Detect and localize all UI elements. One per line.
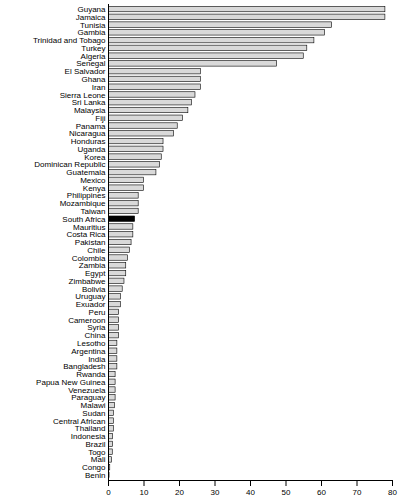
svg-text:Algeria: Algeria <box>80 51 106 61</box>
svg-text:Korea: Korea <box>84 152 106 162</box>
svg-text:Turkey: Turkey <box>81 43 106 53</box>
svg-text:50: 50 <box>282 488 291 497</box>
svg-text:Uruguay: Uruguay <box>75 292 106 302</box>
svg-text:Thailand: Thailand <box>74 424 106 434</box>
svg-text:Guatemala: Guatemala <box>66 168 106 178</box>
svg-text:Iran: Iran <box>91 82 106 92</box>
svg-text:60: 60 <box>317 488 326 497</box>
svg-text:Tunisia: Tunisia <box>80 20 106 30</box>
svg-text:India: India <box>88 354 106 364</box>
svg-text:El Salvador: El Salvador <box>64 67 106 77</box>
svg-text:10: 10 <box>140 488 149 497</box>
svg-text:Rwanda: Rwanda <box>76 370 106 380</box>
svg-text:Sudan: Sudan <box>82 408 106 418</box>
svg-text:Argentina: Argentina <box>71 346 106 356</box>
svg-text:Zambia: Zambia <box>78 261 106 271</box>
svg-text:Indonesia: Indonesia <box>70 432 106 442</box>
svg-text:Papua New Guinea: Papua New Guinea <box>36 377 106 387</box>
svg-text:Bangladesh: Bangladesh <box>63 362 106 372</box>
svg-text:Guyana: Guyana <box>77 5 106 15</box>
svg-text:Paraguay: Paraguay <box>71 393 106 403</box>
svg-text:Jamaica: Jamaica <box>75 12 106 22</box>
svg-text:Mexico: Mexico <box>80 175 106 185</box>
svg-text:Benin: Benin <box>85 471 105 480</box>
svg-text:Fiji: Fiji <box>95 113 106 123</box>
svg-text:Sierra Leone: Sierra Leone <box>59 90 106 100</box>
svg-text:70: 70 <box>353 488 362 497</box>
svg-text:Mauritius: Mauritius <box>73 222 106 232</box>
svg-text:Sri Lanka: Sri Lanka <box>71 98 106 108</box>
svg-text:Honduras: Honduras <box>70 137 106 147</box>
svg-text:Cameroon: Cameroon <box>68 315 106 325</box>
svg-text:Mali: Mali <box>90 455 106 465</box>
svg-text:Togo: Togo <box>88 447 106 457</box>
svg-text:20: 20 <box>175 488 184 497</box>
svg-text:Malawi: Malawi <box>80 401 106 411</box>
svg-text:Central African: Central African <box>53 416 106 426</box>
svg-text:Congo: Congo <box>81 463 106 473</box>
svg-text:Dominican Republic: Dominican Republic <box>34 160 106 170</box>
svg-text:China: China <box>84 331 106 341</box>
svg-text:80: 80 <box>388 488 397 497</box>
svg-text:Kenya: Kenya <box>82 183 106 193</box>
svg-text:Nicaragua: Nicaragua <box>69 129 106 139</box>
svg-text:Panama: Panama <box>75 121 106 131</box>
svg-text:30: 30 <box>211 488 220 497</box>
svg-text:Taiwan: Taiwan <box>80 207 106 216</box>
svg-text:Trinidad and Tobago: Trinidad and Tobago <box>33 36 106 46</box>
svg-text:Mozambique: Mozambique <box>59 199 106 209</box>
svg-text:Philippines: Philippines <box>66 191 106 201</box>
svg-text:0: 0 <box>106 488 111 497</box>
svg-text:Lesotho: Lesotho <box>77 339 106 348</box>
svg-text:Zimbabwe: Zimbabwe <box>68 276 106 286</box>
svg-text:Bolivia: Bolivia <box>81 284 106 294</box>
svg-text:Brazil: Brazil <box>85 440 106 449</box>
svg-text:Pakistan: Pakistan <box>74 238 106 248</box>
svg-text:Syria: Syria <box>87 323 106 333</box>
svg-text:Peru: Peru <box>88 307 106 317</box>
svg-text:Egypt: Egypt <box>85 269 106 279</box>
svg-text:Exuador: Exuador <box>75 300 106 310</box>
svg-text:40: 40 <box>246 488 255 497</box>
svg-text:Malaysia: Malaysia <box>73 106 106 116</box>
svg-text:Ghana: Ghana <box>81 75 106 84</box>
svg-text:Venezuela: Venezuela <box>68 385 106 395</box>
svg-text:Costa Rica: Costa Rica <box>66 230 106 240</box>
svg-text:South Africa: South Africa <box>62 214 106 224</box>
svg-text:Uganda: Uganda <box>77 144 106 154</box>
svg-text:Chile: Chile <box>87 245 106 255</box>
svg-text:Colombia: Colombia <box>71 253 106 263</box>
svg-text:Senegal: Senegal <box>76 59 106 69</box>
svg-text:Gambia: Gambia <box>77 28 106 38</box>
